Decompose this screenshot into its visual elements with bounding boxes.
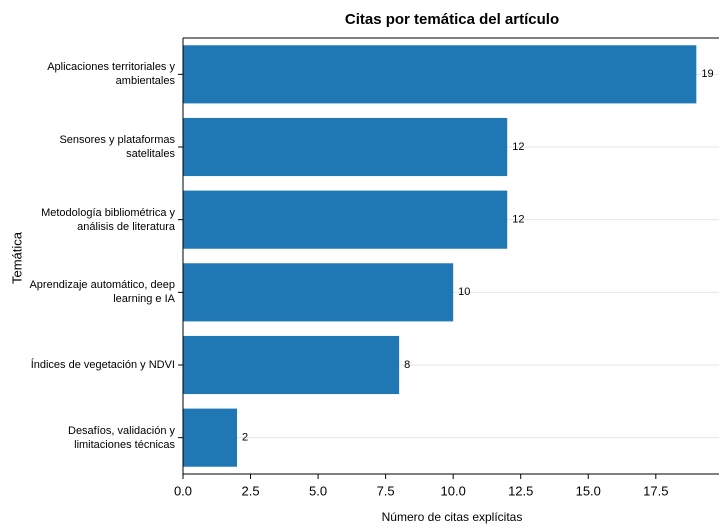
bar xyxy=(183,117,508,177)
y-axis-label: Temática xyxy=(9,231,24,284)
x-tick-label: 15.0 xyxy=(576,483,601,498)
y-tick-label: Aprendizaje automático, deep learning e … xyxy=(29,279,175,306)
value-label: 2 xyxy=(242,432,248,444)
bar xyxy=(183,408,238,467)
x-axis-label: Número de citas explícitas xyxy=(382,510,523,524)
x-tick-label: 7.5 xyxy=(377,483,395,498)
x-tick-label: 10.0 xyxy=(441,483,466,498)
y-tick-label: Aplicaciones territoriales y ambientales xyxy=(47,61,175,88)
value-label: 8 xyxy=(404,359,410,371)
value-label: 12 xyxy=(512,214,524,226)
value-label: 10 xyxy=(458,286,470,298)
x-tick-label: 5.0 xyxy=(309,483,327,498)
y-tick-label: Metodología bibliométrica y análisis de … xyxy=(41,206,175,233)
y-tick-label: Índices de vegetación y NDVI xyxy=(30,359,175,371)
bar xyxy=(183,335,400,395)
value-label: 19 xyxy=(701,68,713,80)
x-tick-label: 2.5 xyxy=(242,483,260,498)
value-label: 12 xyxy=(512,141,524,153)
x-tick-label: 0.0 xyxy=(174,483,192,498)
y-tick-label: Desafíos, validación y limitaciones técn… xyxy=(68,424,175,451)
x-tick-label: 17.5 xyxy=(643,483,668,498)
bar xyxy=(183,263,454,322)
bar xyxy=(183,190,508,249)
bar xyxy=(183,45,697,104)
chart-title: Citas por temática del artículo xyxy=(345,11,559,28)
y-tick-label: Sensores y plataformas satelitales xyxy=(59,134,175,160)
x-tick-label: 12.5 xyxy=(508,483,533,498)
